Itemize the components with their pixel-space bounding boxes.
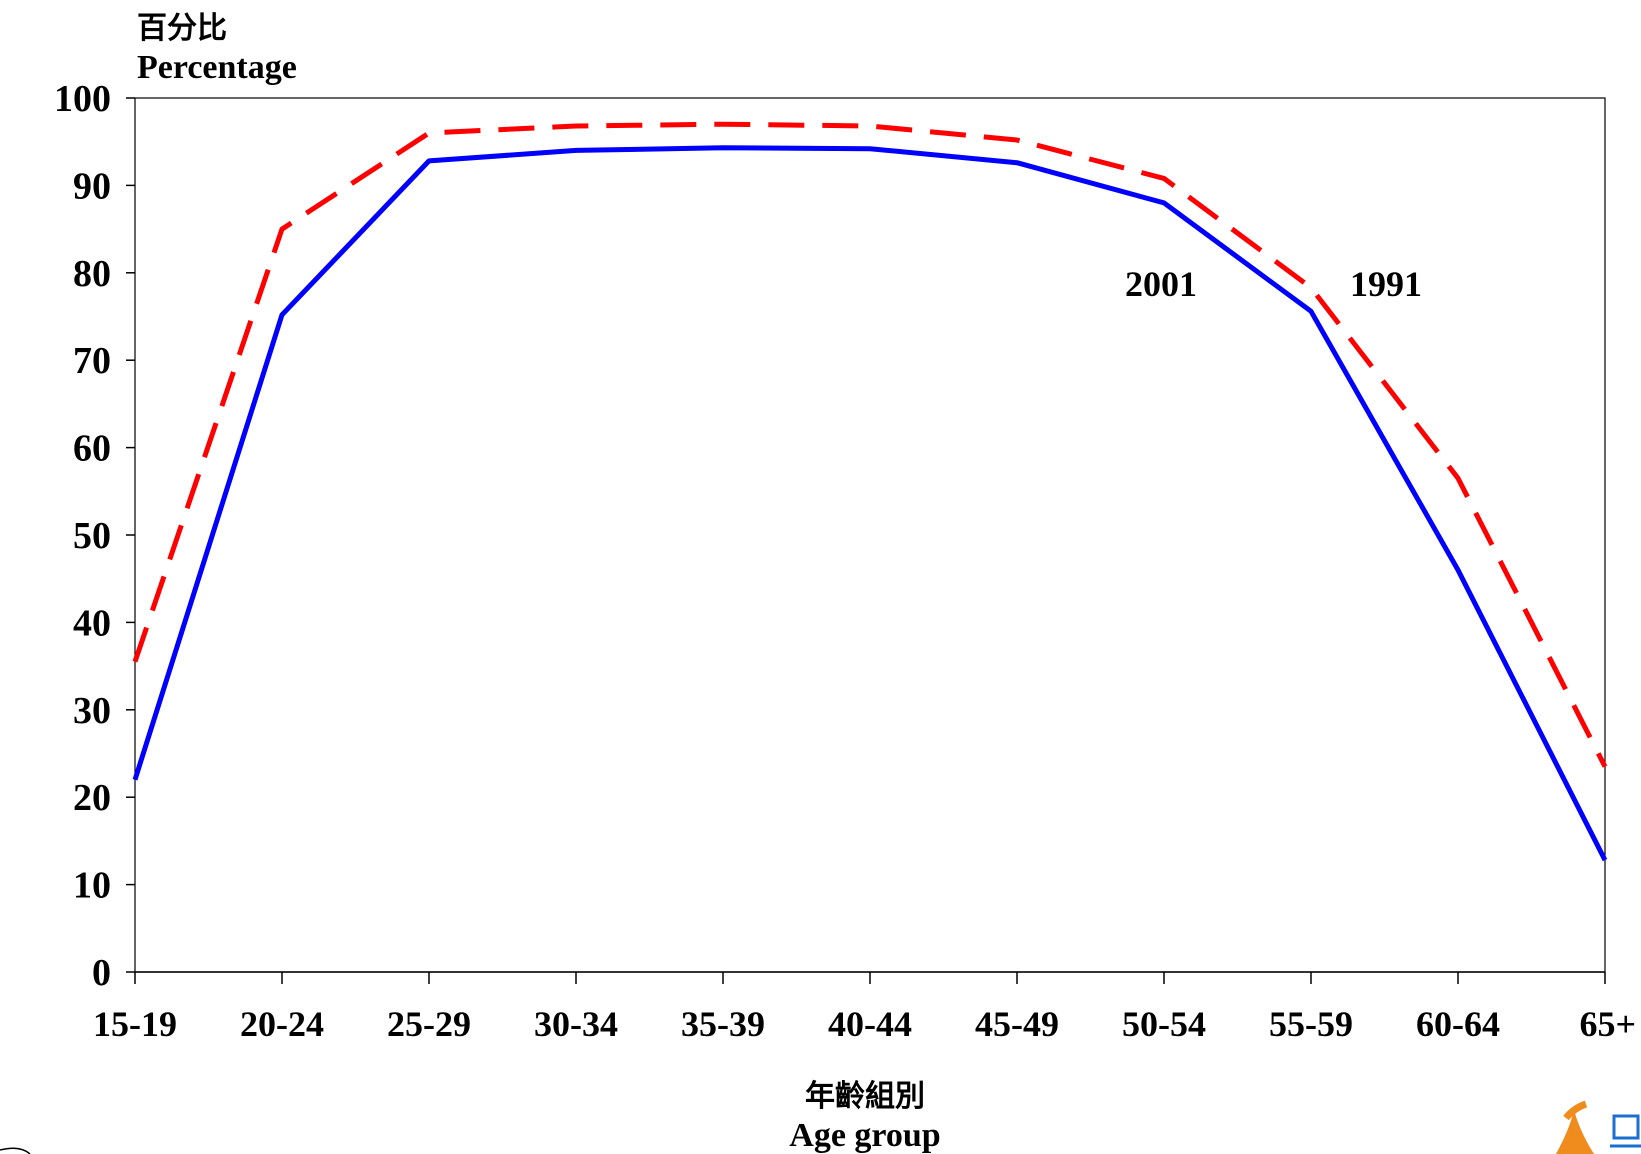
- series-line-1991: [132, 121, 1608, 768]
- y-tick-label: 20: [73, 777, 111, 819]
- corner-arc-decoration: [0, 1147, 31, 1154]
- y-tick-label: 10: [73, 865, 111, 907]
- x-tick-label: 45-49: [975, 1004, 1059, 1044]
- x-tick-label: 15-19: [93, 1004, 177, 1044]
- y-tick-label: 100: [54, 78, 111, 120]
- x-axis: 15-19 20-24 25-29 30-34 35-39 40-44 45-49 50-54…: [93, 972, 1636, 1044]
- x-tick-label: 60-64: [1416, 1004, 1500, 1044]
- x-tick-label: 40-44: [828, 1004, 912, 1044]
- x-tick-label: 25-29: [387, 1004, 471, 1044]
- x-tick-label: 50-54: [1122, 1004, 1206, 1044]
- series-group: [132, 121, 1608, 862]
- x-tick-label: 30-34: [534, 1004, 618, 1044]
- series-line-2001: [132, 145, 1608, 862]
- plot-frame: [134, 97, 1606, 973]
- y-tick-label: 40: [73, 602, 111, 644]
- x-tick-label: 20-24: [240, 1004, 324, 1044]
- y-tick-label: 60: [73, 428, 111, 470]
- x-tick-label: 65+: [1579, 1004, 1636, 1044]
- x-axis-label: Age group: [789, 1117, 940, 1154]
- x-tick-label: 35-39: [681, 1004, 765, 1044]
- y-tick-label: 80: [73, 253, 111, 295]
- y-axis-label-zh: 百分比: [137, 12, 227, 45]
- y-tick-label: 50: [73, 515, 111, 557]
- series-label-1991: 1991: [1350, 264, 1422, 304]
- y-tick-label: 70: [73, 340, 111, 382]
- y-tick-label: 0: [92, 952, 111, 994]
- x-tick-label: 55-59: [1269, 1004, 1353, 1044]
- series-label-2001: 2001: [1125, 264, 1197, 304]
- x-axis-label-zh: 年齡組別: [805, 1079, 925, 1113]
- person-logo-icon: [1556, 1100, 1641, 1154]
- y-tick-label: 90: [73, 165, 111, 207]
- y-axis-label: Percentage: [137, 49, 297, 86]
- y-axis: 0 10 20 30 40 50 60 70 80 90 100: [54, 78, 135, 994]
- y-tick-label: 30: [73, 690, 111, 732]
